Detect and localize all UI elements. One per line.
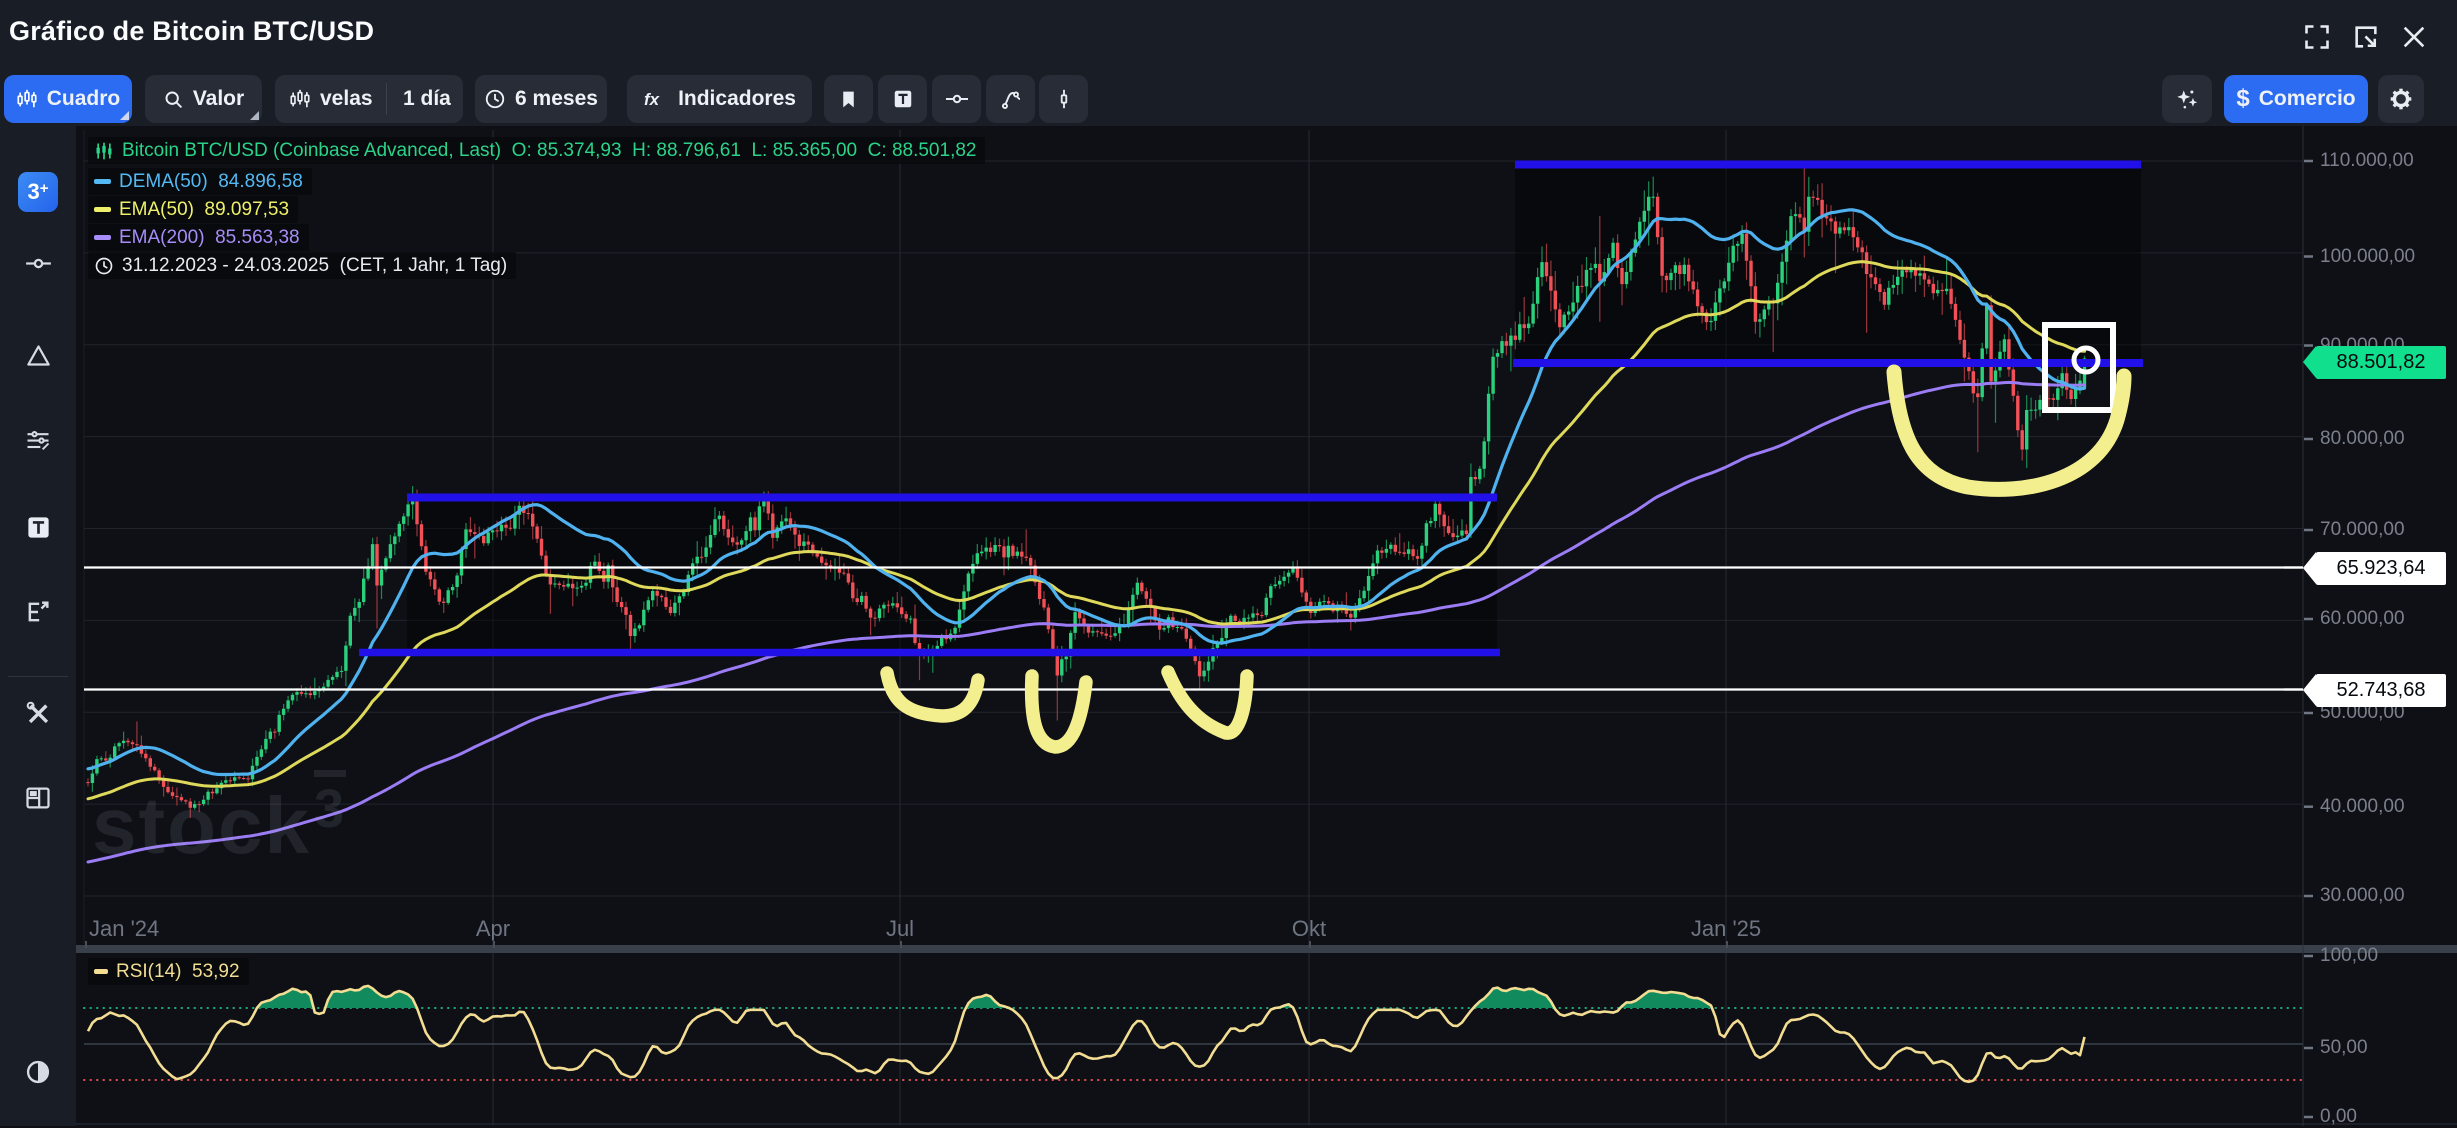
svg-text:fx: fx <box>644 90 661 109</box>
